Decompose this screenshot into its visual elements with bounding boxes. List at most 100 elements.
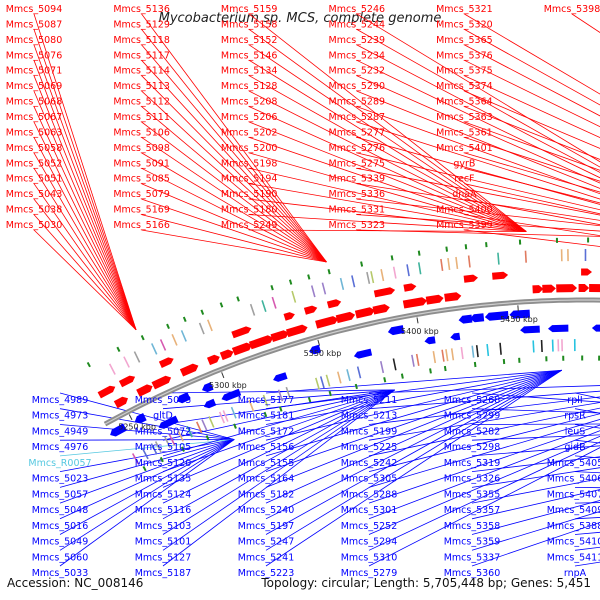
gene-label: Mmcs_5242 — [341, 458, 398, 469]
gene-label: Mmcs_5206 — [221, 112, 278, 123]
label-connector — [59, 439, 235, 457]
label-connector — [368, 419, 600, 488]
gene-label: Mmcs_4976 — [32, 442, 89, 453]
green-marker — [116, 346, 121, 353]
label-connector — [59, 439, 235, 488]
label-connector — [141, 152, 327, 263]
label-connector — [464, 106, 600, 160]
label-connector — [356, 121, 600, 200]
forward-gene-arrow — [113, 396, 128, 409]
gene-label: Mmcs_5234 — [329, 50, 386, 61]
reverse-gene-arrow — [203, 398, 217, 409]
label-connector — [471, 478, 600, 504]
inner-feature-bar — [230, 406, 237, 419]
green-marker — [219, 302, 224, 308]
green-marker — [390, 255, 394, 261]
gene-label: Mmcs_5067 — [6, 112, 63, 123]
gene-label: Mmcs_5239 — [329, 35, 386, 46]
forward-gene-arrow — [425, 294, 444, 305]
gene-label: Mmcs_5301 — [341, 505, 398, 516]
label-connector — [356, 152, 600, 211]
green-marker — [400, 373, 404, 379]
gene-label: Mmcs_5180 — [221, 205, 278, 216]
label-connector — [265, 369, 562, 504]
label-connector — [356, 75, 600, 184]
forward-gene-arrow — [136, 384, 153, 397]
gene-label: Mmcs_5401 — [436, 143, 493, 154]
outer-feature-bar — [159, 339, 167, 351]
label-connector — [464, 90, 600, 149]
outer-feature-bar — [497, 252, 500, 265]
forward-gene-arrow — [179, 363, 199, 377]
gene-label: Mmcs_5058 — [6, 143, 63, 154]
gene-label: Mmcs_5106 — [113, 127, 170, 138]
label-connector — [141, 106, 327, 263]
inner-feature-bar — [277, 389, 284, 402]
inner-feature-bar — [411, 354, 415, 367]
gene-label: Mmcs_5033 — [32, 568, 89, 579]
gene-label: Mmcs_5288 — [341, 489, 398, 500]
label-connector — [249, 121, 527, 232]
label-connector — [265, 369, 562, 394]
green-marker — [417, 250, 421, 256]
gene-label: Mmcs_5240 — [238, 505, 295, 516]
label-connector — [141, 198, 327, 263]
scale-ticks: 5250 kbp 5300 kbp 5350 kbp 5400 kbp 5450 kbp… — [118, 305, 538, 432]
gene-label: Mmcs_4989 — [32, 395, 89, 406]
accession-text: Accession: NC_008146 — [7, 576, 144, 590]
green-marker — [429, 368, 432, 374]
gene-label: Mmcs_5063 — [6, 127, 63, 138]
label-connector — [368, 424, 600, 504]
label-connector — [265, 369, 562, 410]
label-connector — [471, 445, 600, 457]
gene-label: Mmcs_5411 — [547, 552, 600, 563]
gene-label: Mmcs_4973 — [32, 411, 89, 422]
inner-feature-bar — [248, 399, 255, 412]
green-marker — [166, 323, 170, 330]
green-marker — [142, 465, 147, 472]
gene-label: Mmcs_5080 — [6, 35, 63, 46]
label-connector — [141, 214, 327, 263]
label-connector — [141, 183, 327, 263]
gene-label: Mmcs_5357 — [444, 505, 501, 516]
gene-label: recF — [454, 174, 474, 185]
green-marker — [473, 361, 477, 368]
forward-gene-arrow — [286, 324, 308, 338]
label-connector — [248, 13, 527, 232]
gene-label: Mmcs_5409 — [547, 505, 600, 516]
gene-label: Mmcs_5410 — [547, 537, 600, 548]
outer-feature-bar — [366, 271, 371, 285]
label-connector — [33, 13, 137, 330]
outer-feature-bar — [207, 319, 213, 332]
green-marker — [354, 383, 358, 390]
gene-label: Mmcs_5289 — [329, 97, 386, 108]
green-marker — [288, 279, 293, 285]
gene-label: Mmcs_5071 — [6, 66, 63, 77]
label-connector — [464, 214, 600, 237]
gene-label: Mmcs_5076 — [6, 50, 63, 61]
label-connector — [464, 183, 600, 215]
reverse-gene-arrow — [591, 324, 600, 332]
gene-label: Mmcs_5194 — [221, 174, 278, 185]
gene-label: Mmcs_5120 — [135, 458, 192, 469]
reverse-gene-arrow — [273, 372, 288, 382]
inner-feature-bar — [392, 358, 397, 371]
outer-feature-bar — [339, 277, 345, 290]
forward-gene-arrow — [556, 284, 577, 293]
label-connector — [59, 439, 235, 504]
green-marker — [307, 396, 312, 403]
inner-feature-bar — [346, 369, 351, 382]
inner-feature-bar — [475, 345, 479, 358]
forward-gene-arrow — [373, 287, 396, 298]
inner-feature-bar — [415, 353, 420, 366]
gene-label: Mmcs_5158 — [221, 19, 278, 30]
label-connector — [141, 137, 327, 263]
label-connector — [368, 407, 600, 457]
label-connector — [248, 29, 527, 232]
forward-gene-arrow — [492, 271, 509, 280]
label-connector — [141, 229, 327, 263]
label-connector — [265, 369, 562, 520]
outer-feature-bar — [271, 296, 277, 309]
reverse-gene-arrow — [158, 415, 179, 429]
